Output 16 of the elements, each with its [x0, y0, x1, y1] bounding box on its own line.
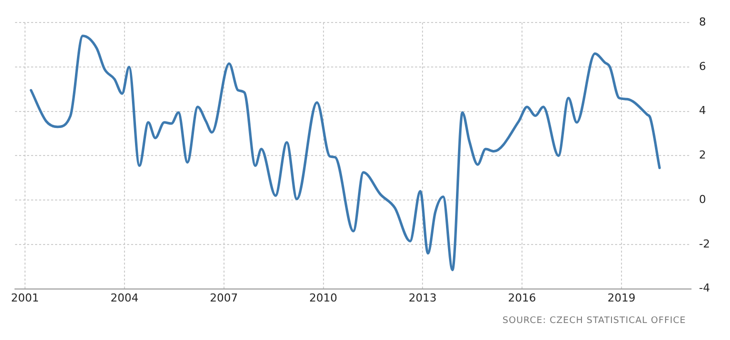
y-tick-label: 6	[699, 60, 706, 73]
y-tick-label: 8	[699, 15, 706, 28]
x-tick-label: 2010	[309, 291, 338, 304]
x-tick-label: 2004	[110, 291, 138, 304]
y-tick-label: 2	[699, 148, 706, 162]
x-tick-label: 2019	[607, 291, 636, 304]
source-note: SOURCE: CZECH STATISTICAL OFFICE	[502, 316, 687, 326]
y-tick-label: 4	[699, 104, 706, 118]
y-tick-label: -2	[699, 237, 710, 250]
line-series	[30, 34, 661, 272]
x-tick-label: 2007	[210, 291, 238, 304]
x-tick-label: 2001	[11, 291, 40, 304]
y-tick-label: -4	[699, 282, 710, 295]
x-tick-label: 2013	[408, 291, 437, 304]
y-tick-label: 0	[699, 192, 706, 206]
x-tick-label: 2016	[508, 291, 536, 304]
